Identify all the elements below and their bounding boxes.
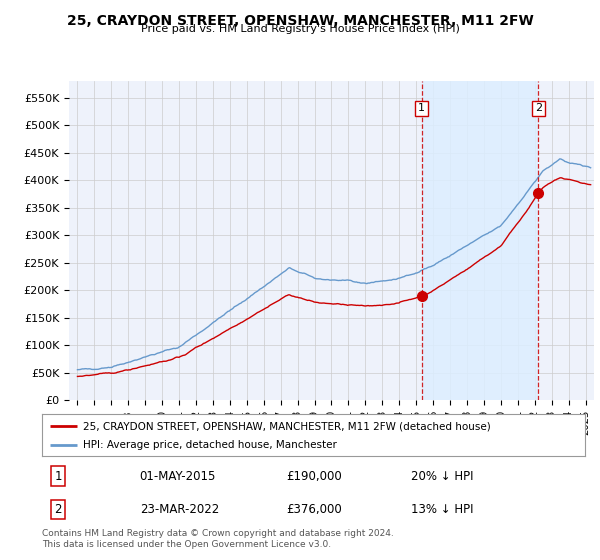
Text: 2: 2 [55,503,62,516]
Text: HPI: Average price, detached house, Manchester: HPI: Average price, detached house, Manc… [83,441,337,450]
Text: 13% ↓ HPI: 13% ↓ HPI [411,503,474,516]
Text: 1: 1 [55,470,62,483]
Text: Contains HM Land Registry data © Crown copyright and database right 2024.
This d: Contains HM Land Registry data © Crown c… [42,529,394,549]
Text: 2: 2 [535,104,542,113]
Text: 25, CRAYDON STREET, OPENSHAW, MANCHESTER, M11 2FW (detached house): 25, CRAYDON STREET, OPENSHAW, MANCHESTER… [83,421,490,431]
Text: 23-MAR-2022: 23-MAR-2022 [140,503,219,516]
Text: 1: 1 [418,104,425,113]
Text: £190,000: £190,000 [286,470,342,483]
Text: 20% ↓ HPI: 20% ↓ HPI [411,470,474,483]
Text: 25, CRAYDON STREET, OPENSHAW, MANCHESTER, M11 2FW: 25, CRAYDON STREET, OPENSHAW, MANCHESTER… [67,14,533,28]
Bar [422,81,538,400]
Text: 01-MAY-2015: 01-MAY-2015 [140,470,216,483]
Text: £376,000: £376,000 [286,503,342,516]
Text: Price paid vs. HM Land Registry's House Price Index (HPI): Price paid vs. HM Land Registry's House … [140,24,460,34]
